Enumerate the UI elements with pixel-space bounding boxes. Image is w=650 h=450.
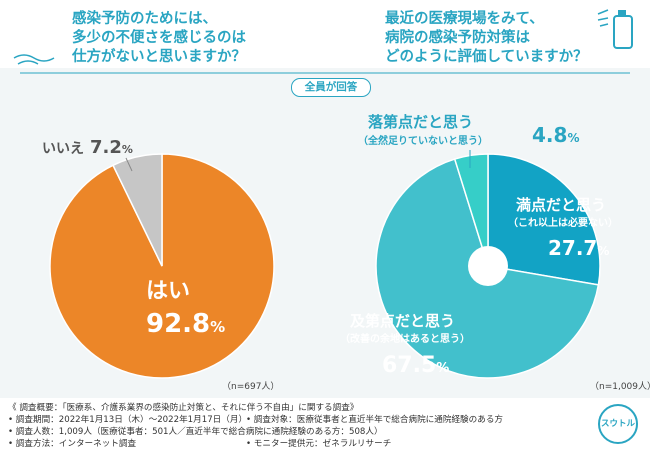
label-no: いいえ <box>42 141 84 157</box>
pie-chart-right <box>375 153 601 379</box>
footer-target: • 調査対象：医療従事者と直近半年で総合病院に通院経験のある方 <box>246 415 504 425</box>
logo-badge: スウトル <box>598 404 638 444</box>
logo-text: スウトル <box>600 419 635 429</box>
label-full: 満点だと思う <box>516 196 606 214</box>
hands-icon <box>13 54 55 65</box>
footer-monitor: • モニター提供元：ゼネラルリサーチ <box>246 439 392 449</box>
n-left: （n=697人） <box>222 381 279 392</box>
pie-slice-2 <box>112 153 163 267</box>
leader-no <box>125 157 133 172</box>
donut-hole <box>468 246 508 286</box>
label-pass: 及第点だと思う <box>350 312 455 330</box>
n-right: （n=1,009人） <box>590 381 650 392</box>
footer-overview: 《 調査概要：「医療系、介護系業界の感染防止対策と、それに伴う不自由」に関する調… <box>8 403 359 413</box>
label-yes: はい <box>146 279 190 304</box>
pie-slice-1 <box>487 153 601 286</box>
question-left: 感染予防のためには、 多少の不便さを感じるのは 仕方がないと思いますか？ <box>72 11 246 65</box>
footer-method: • 調査方法：インターネット調査 <box>8 439 137 449</box>
pie-slice-3 <box>453 153 489 267</box>
footer <box>0 398 650 450</box>
footer-count: • 調査人数：1,009人（医療従事者：501人／直近半年で総合病院に通院経験の… <box>8 427 383 437</box>
sub-pass: （改善の余地はあると思う） <box>340 332 470 345</box>
pie-chart-left <box>49 153 275 379</box>
value-fail: 4.8% <box>532 123 579 147</box>
value-no: 7.2% <box>90 137 133 158</box>
question-right: 最近の医療現場をみて、 病院の感染予防対策は どのように評価していますか？ <box>385 11 588 65</box>
value-yes: 92.8% <box>146 309 225 339</box>
label-fail: 落第点だと思う <box>368 113 473 131</box>
value-full: 27.7% <box>548 236 609 260</box>
value-pass: 67.5% <box>382 353 449 378</box>
footer-period: • 調査期間：2022年1月13日（木）〜2022年1月17日（月） <box>8 415 248 425</box>
spray-bottle-icon <box>597 9 633 49</box>
header-band <box>0 0 650 68</box>
sub-full: （これ以上は必要ない） <box>508 216 618 229</box>
all-answered-badge: 全員が回答 <box>291 78 371 97</box>
sub-fail: （全然足りていないと思う） <box>358 134 488 147</box>
